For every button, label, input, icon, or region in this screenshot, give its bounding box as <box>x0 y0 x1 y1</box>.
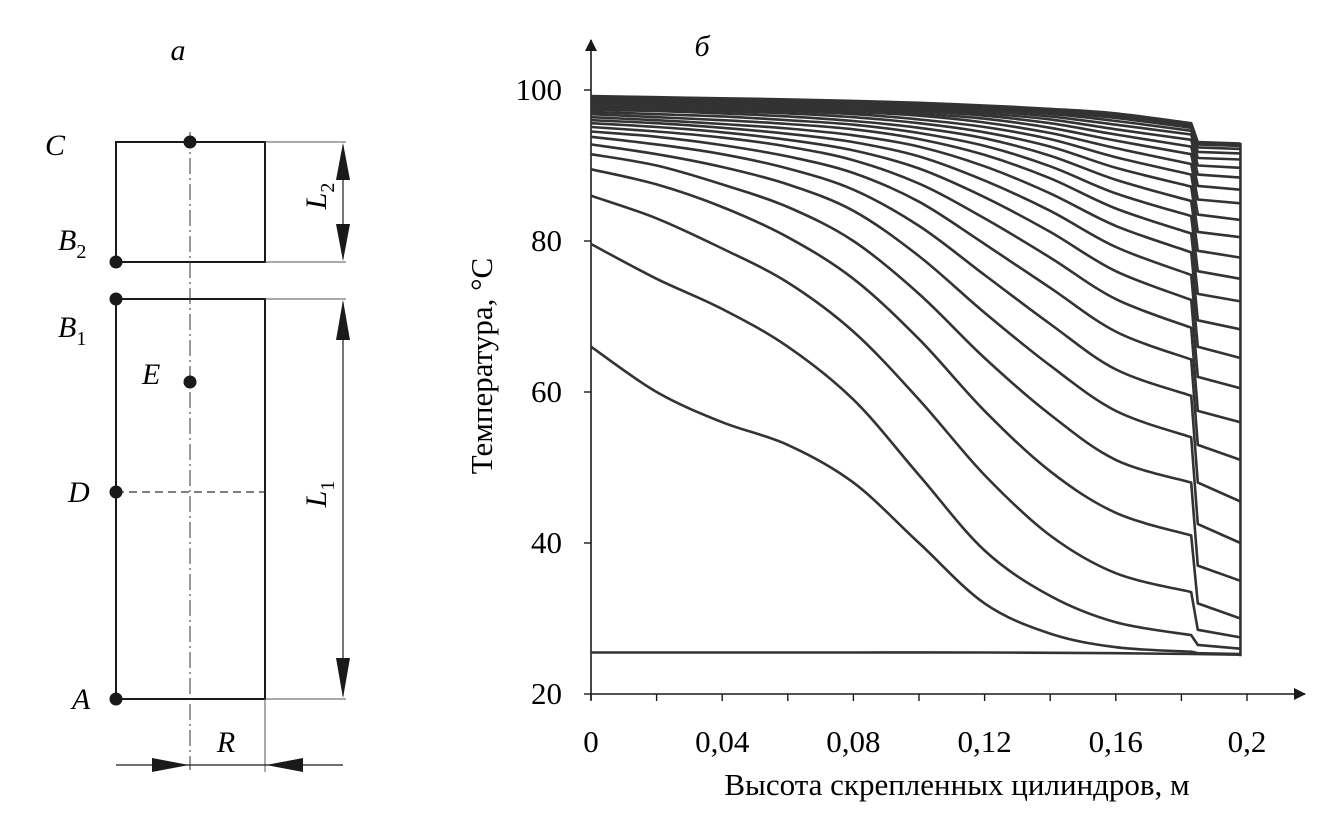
temperature-curve-20 <box>590 101 1241 191</box>
point-a <box>109 692 123 706</box>
x-tick-label: 0 <box>583 724 599 759</box>
temperature-curve-2 <box>590 345 1241 656</box>
l1-arrow-bottom <box>336 658 350 698</box>
temperature-curve-1 <box>591 651 1241 656</box>
label-e: E <box>141 358 160 391</box>
r-label: R <box>216 726 235 759</box>
temperature-curve-18 <box>590 104 1241 222</box>
label-b1: B1 <box>58 311 86 350</box>
temperature-curves <box>590 94 1241 656</box>
temperature-curve-12 <box>590 118 1241 360</box>
panel-a-label: а <box>171 34 186 67</box>
l2-arrow-bottom <box>336 224 350 261</box>
x-tick-label: 0,16 <box>1089 724 1143 759</box>
panel-a-schematic: а L2 L1 R <box>45 34 350 772</box>
point-b2 <box>109 255 123 269</box>
temperature-curve-5 <box>590 168 1241 620</box>
temperature-curve-28 <box>590 94 1241 145</box>
temperature-curve-11 <box>590 121 1241 390</box>
point-d <box>109 485 123 499</box>
r-arrow-left <box>152 758 189 772</box>
x-tick-label: 0,08 <box>826 724 880 759</box>
temperature-curve-17 <box>590 106 1241 239</box>
l1-arrow-top <box>336 300 350 340</box>
temperature-curve-21 <box>590 100 1241 179</box>
temperature-curve-8 <box>590 135 1241 503</box>
temperature-curve-14 <box>590 112 1241 303</box>
y-tick-label: 60 <box>531 374 562 409</box>
l2-label: L2 <box>300 183 339 211</box>
x-tick-label: 0,12 <box>957 724 1011 759</box>
temperature-curve-7 <box>590 143 1241 545</box>
l2-arrow-top <box>336 143 350 180</box>
temperature-curve-19 <box>590 103 1241 205</box>
y-tick-label: 80 <box>531 223 562 258</box>
temperature-curve-10 <box>590 125 1241 424</box>
y-tick-labels: 20 40 60 80 100 <box>516 72 563 711</box>
y-tick-label: 100 <box>516 72 563 107</box>
temperature-curve-6 <box>590 152 1241 583</box>
temperature-curve-16 <box>590 108 1241 259</box>
y-tick-label: 40 <box>531 525 562 560</box>
point-e <box>183 375 197 389</box>
y-tick-label: 20 <box>531 676 562 711</box>
panel-b-label: б <box>694 30 710 63</box>
x-tick-label: 0,2 <box>1228 724 1267 759</box>
label-d: D <box>67 476 90 509</box>
label-b2: B2 <box>58 224 86 263</box>
temperature-curve-13 <box>590 115 1241 331</box>
tick-marks <box>584 89 1248 701</box>
label-c: C <box>45 129 66 162</box>
temperature-curve-9 <box>590 130 1241 462</box>
temperature-curve-15 <box>590 110 1241 281</box>
point-c <box>183 135 197 149</box>
r-arrow-right <box>266 758 303 772</box>
point-b1 <box>109 292 123 306</box>
x-axis-title: Высота скрепленных цилиндров, м <box>724 767 1189 802</box>
temperature-curve-3 <box>590 242 1241 650</box>
y-axis-title: Температура, °С <box>464 258 499 474</box>
x-tick-labels: 0 0,04 0,08 0,12 0,16 0,2 <box>583 724 1266 759</box>
temperature-curve-4 <box>590 194 1241 639</box>
label-a: A <box>70 683 91 716</box>
x-tick-label: 0,04 <box>695 724 750 759</box>
panel-b-chart: б 0 0,04 0,08 0,12 0,16 0,2 20 40 60 80 100 Высот… <box>464 30 1306 802</box>
l1-label: L1 <box>300 481 339 509</box>
